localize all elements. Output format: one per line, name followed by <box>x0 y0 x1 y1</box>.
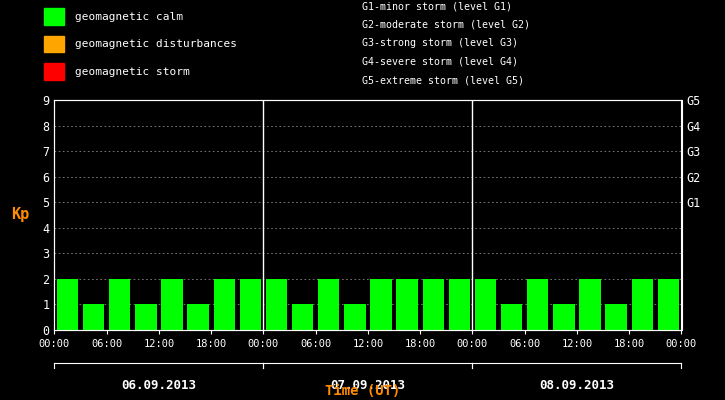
Bar <box>318 279 339 330</box>
Text: G2-moderate storm (level G2): G2-moderate storm (level G2) <box>362 20 531 30</box>
Text: G4-severe storm (level G4): G4-severe storm (level G4) <box>362 57 518 67</box>
Text: Time (UT): Time (UT) <box>325 384 400 398</box>
Text: geomagnetic calm: geomagnetic calm <box>75 12 183 22</box>
Bar <box>605 304 627 330</box>
Bar <box>449 279 470 330</box>
Bar <box>44 36 64 52</box>
Bar <box>344 304 365 330</box>
Text: G1-minor storm (level G1): G1-minor storm (level G1) <box>362 2 513 12</box>
Bar <box>579 279 601 330</box>
Bar <box>213 279 235 330</box>
Text: G5-extreme storm (level G5): G5-extreme storm (level G5) <box>362 75 524 85</box>
Text: 07.09.2013: 07.09.2013 <box>331 378 405 392</box>
Text: 08.09.2013: 08.09.2013 <box>539 378 615 392</box>
Bar <box>423 279 444 330</box>
Bar <box>527 279 549 330</box>
Bar <box>109 279 130 330</box>
Bar <box>44 64 64 80</box>
Bar <box>501 304 523 330</box>
Bar <box>631 279 653 330</box>
Text: G3-strong storm (level G3): G3-strong storm (level G3) <box>362 38 518 48</box>
Bar <box>292 304 313 330</box>
Bar <box>397 279 418 330</box>
Bar <box>475 279 496 330</box>
Bar <box>370 279 392 330</box>
Text: Kp: Kp <box>11 208 29 222</box>
Bar <box>161 279 183 330</box>
Bar <box>44 8 64 25</box>
Text: geomagnetic storm: geomagnetic storm <box>75 67 189 77</box>
Bar <box>658 279 679 330</box>
Bar <box>553 304 575 330</box>
Text: geomagnetic disturbances: geomagnetic disturbances <box>75 39 236 49</box>
Bar <box>240 279 261 330</box>
Bar <box>57 279 78 330</box>
Bar <box>83 304 104 330</box>
Text: 06.09.2013: 06.09.2013 <box>121 378 196 392</box>
Bar <box>187 304 209 330</box>
Bar <box>135 304 157 330</box>
Bar <box>266 279 287 330</box>
